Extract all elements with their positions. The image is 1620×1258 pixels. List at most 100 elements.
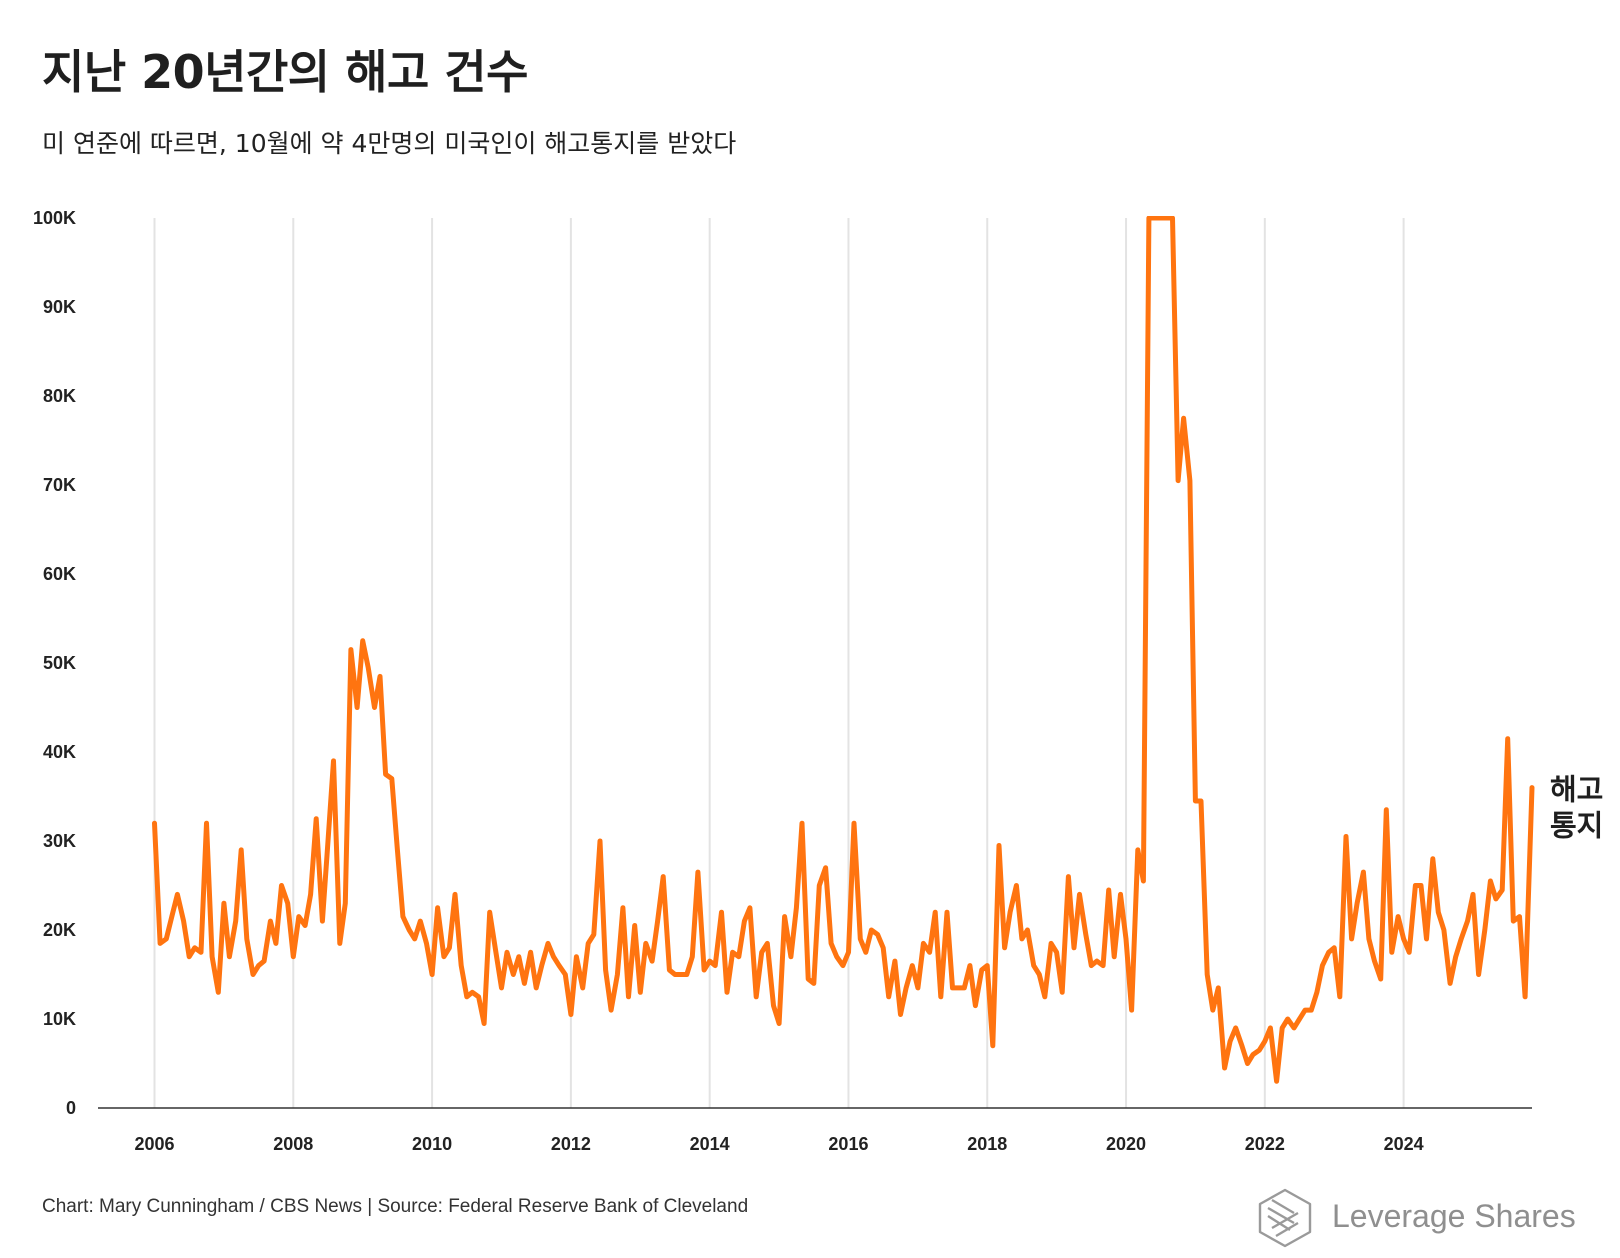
data-point — [1319, 963, 1325, 969]
data-point — [1389, 949, 1395, 955]
data-point — [1331, 945, 1337, 951]
data-point — [649, 958, 655, 964]
data-point — [435, 905, 441, 911]
data-point — [521, 980, 527, 986]
data-point — [308, 891, 314, 897]
data-point — [1291, 1025, 1297, 1031]
data-point — [441, 954, 447, 960]
y-tick-label: 20K — [43, 920, 76, 940]
data-point — [1401, 936, 1407, 942]
data-point — [1048, 940, 1054, 946]
data-point — [377, 673, 383, 679]
data-point — [1065, 874, 1071, 880]
data-point — [1233, 1025, 1239, 1031]
page-subtitle: 미 연준에 따르면, 10월에 약 4만명의 미국인이 해고통지를 받았다 — [42, 129, 737, 158]
data-point — [1222, 1065, 1228, 1071]
data-point — [788, 954, 794, 960]
data-point — [932, 909, 938, 915]
data-point — [1129, 1007, 1135, 1013]
data-point — [1418, 883, 1424, 889]
grid-layer — [153, 218, 1405, 1108]
data-point — [747, 905, 753, 911]
data-point — [637, 989, 643, 995]
data-point — [805, 976, 811, 982]
data-point — [487, 909, 493, 915]
data-point — [1059, 989, 1065, 995]
data-point — [1406, 949, 1412, 955]
data-point — [256, 963, 262, 969]
data-point — [1158, 215, 1164, 221]
data-point — [597, 838, 603, 844]
data-point — [1031, 963, 1037, 969]
data-point — [1094, 958, 1100, 964]
data-point — [840, 963, 846, 969]
data-point — [181, 918, 187, 924]
data-point — [1256, 1047, 1262, 1053]
data-point — [666, 967, 672, 973]
data-point — [614, 972, 620, 978]
data-point — [221, 900, 227, 906]
data-point — [1522, 994, 1528, 1000]
page-title: 지난 20년간의 해고 건수 — [42, 45, 528, 99]
data-point — [990, 1043, 996, 1049]
data-point — [226, 954, 232, 960]
data-point — [296, 914, 302, 920]
data-point — [331, 758, 337, 764]
data-point — [771, 1003, 777, 1009]
data-point — [1343, 834, 1349, 840]
data-point — [1175, 478, 1181, 484]
data-point — [186, 954, 192, 960]
data-point — [851, 820, 857, 826]
data-point — [903, 985, 909, 991]
data-point — [528, 949, 534, 955]
data-point — [672, 972, 678, 978]
data-point — [585, 940, 591, 946]
data-point — [753, 994, 759, 1000]
x-tick-label: 2022 — [1245, 1134, 1285, 1154]
data-point — [689, 954, 695, 960]
data-point — [545, 940, 551, 946]
leverage-shares-logo-icon — [1258, 1188, 1312, 1248]
data-point — [1465, 918, 1471, 924]
data-point — [458, 963, 464, 969]
data-point — [469, 989, 475, 995]
data-point — [342, 900, 348, 906]
data-point — [875, 932, 881, 938]
data-point — [915, 985, 921, 991]
data-point — [1447, 980, 1453, 986]
data-point — [1181, 415, 1187, 421]
data-point — [701, 967, 707, 973]
data-point — [1071, 945, 1077, 951]
data-point — [1163, 215, 1169, 221]
y-tick-label: 80K — [43, 386, 76, 406]
data-point — [1204, 972, 1210, 978]
data-point — [1372, 958, 1378, 964]
data-point — [655, 918, 661, 924]
y-tick-label: 30K — [43, 831, 76, 851]
data-point — [759, 949, 765, 955]
data-point — [365, 665, 371, 671]
data-point — [412, 936, 418, 942]
data-point — [1077, 891, 1083, 897]
data-point — [238, 847, 244, 853]
data-point — [1036, 972, 1042, 978]
x-tick-label: 2014 — [690, 1134, 730, 1154]
data-point — [1111, 954, 1117, 960]
data-point — [424, 940, 430, 946]
data-point — [1349, 936, 1355, 942]
data-point — [1250, 1052, 1256, 1058]
data-point — [626, 994, 632, 1000]
data-point — [1013, 883, 1019, 889]
x-tick-label: 2008 — [273, 1134, 313, 1154]
data-point — [1239, 1043, 1245, 1049]
data-point — [1187, 478, 1193, 484]
data-point — [1123, 936, 1129, 942]
data-point — [898, 1012, 904, 1018]
series-line-layoffs — [152, 216, 1535, 1084]
data-point — [1510, 918, 1516, 924]
data-point — [955, 985, 961, 991]
y-tick-label: 10K — [43, 1009, 76, 1029]
data-point — [1529, 785, 1535, 791]
data-point — [967, 963, 973, 969]
data-point — [516, 954, 522, 960]
